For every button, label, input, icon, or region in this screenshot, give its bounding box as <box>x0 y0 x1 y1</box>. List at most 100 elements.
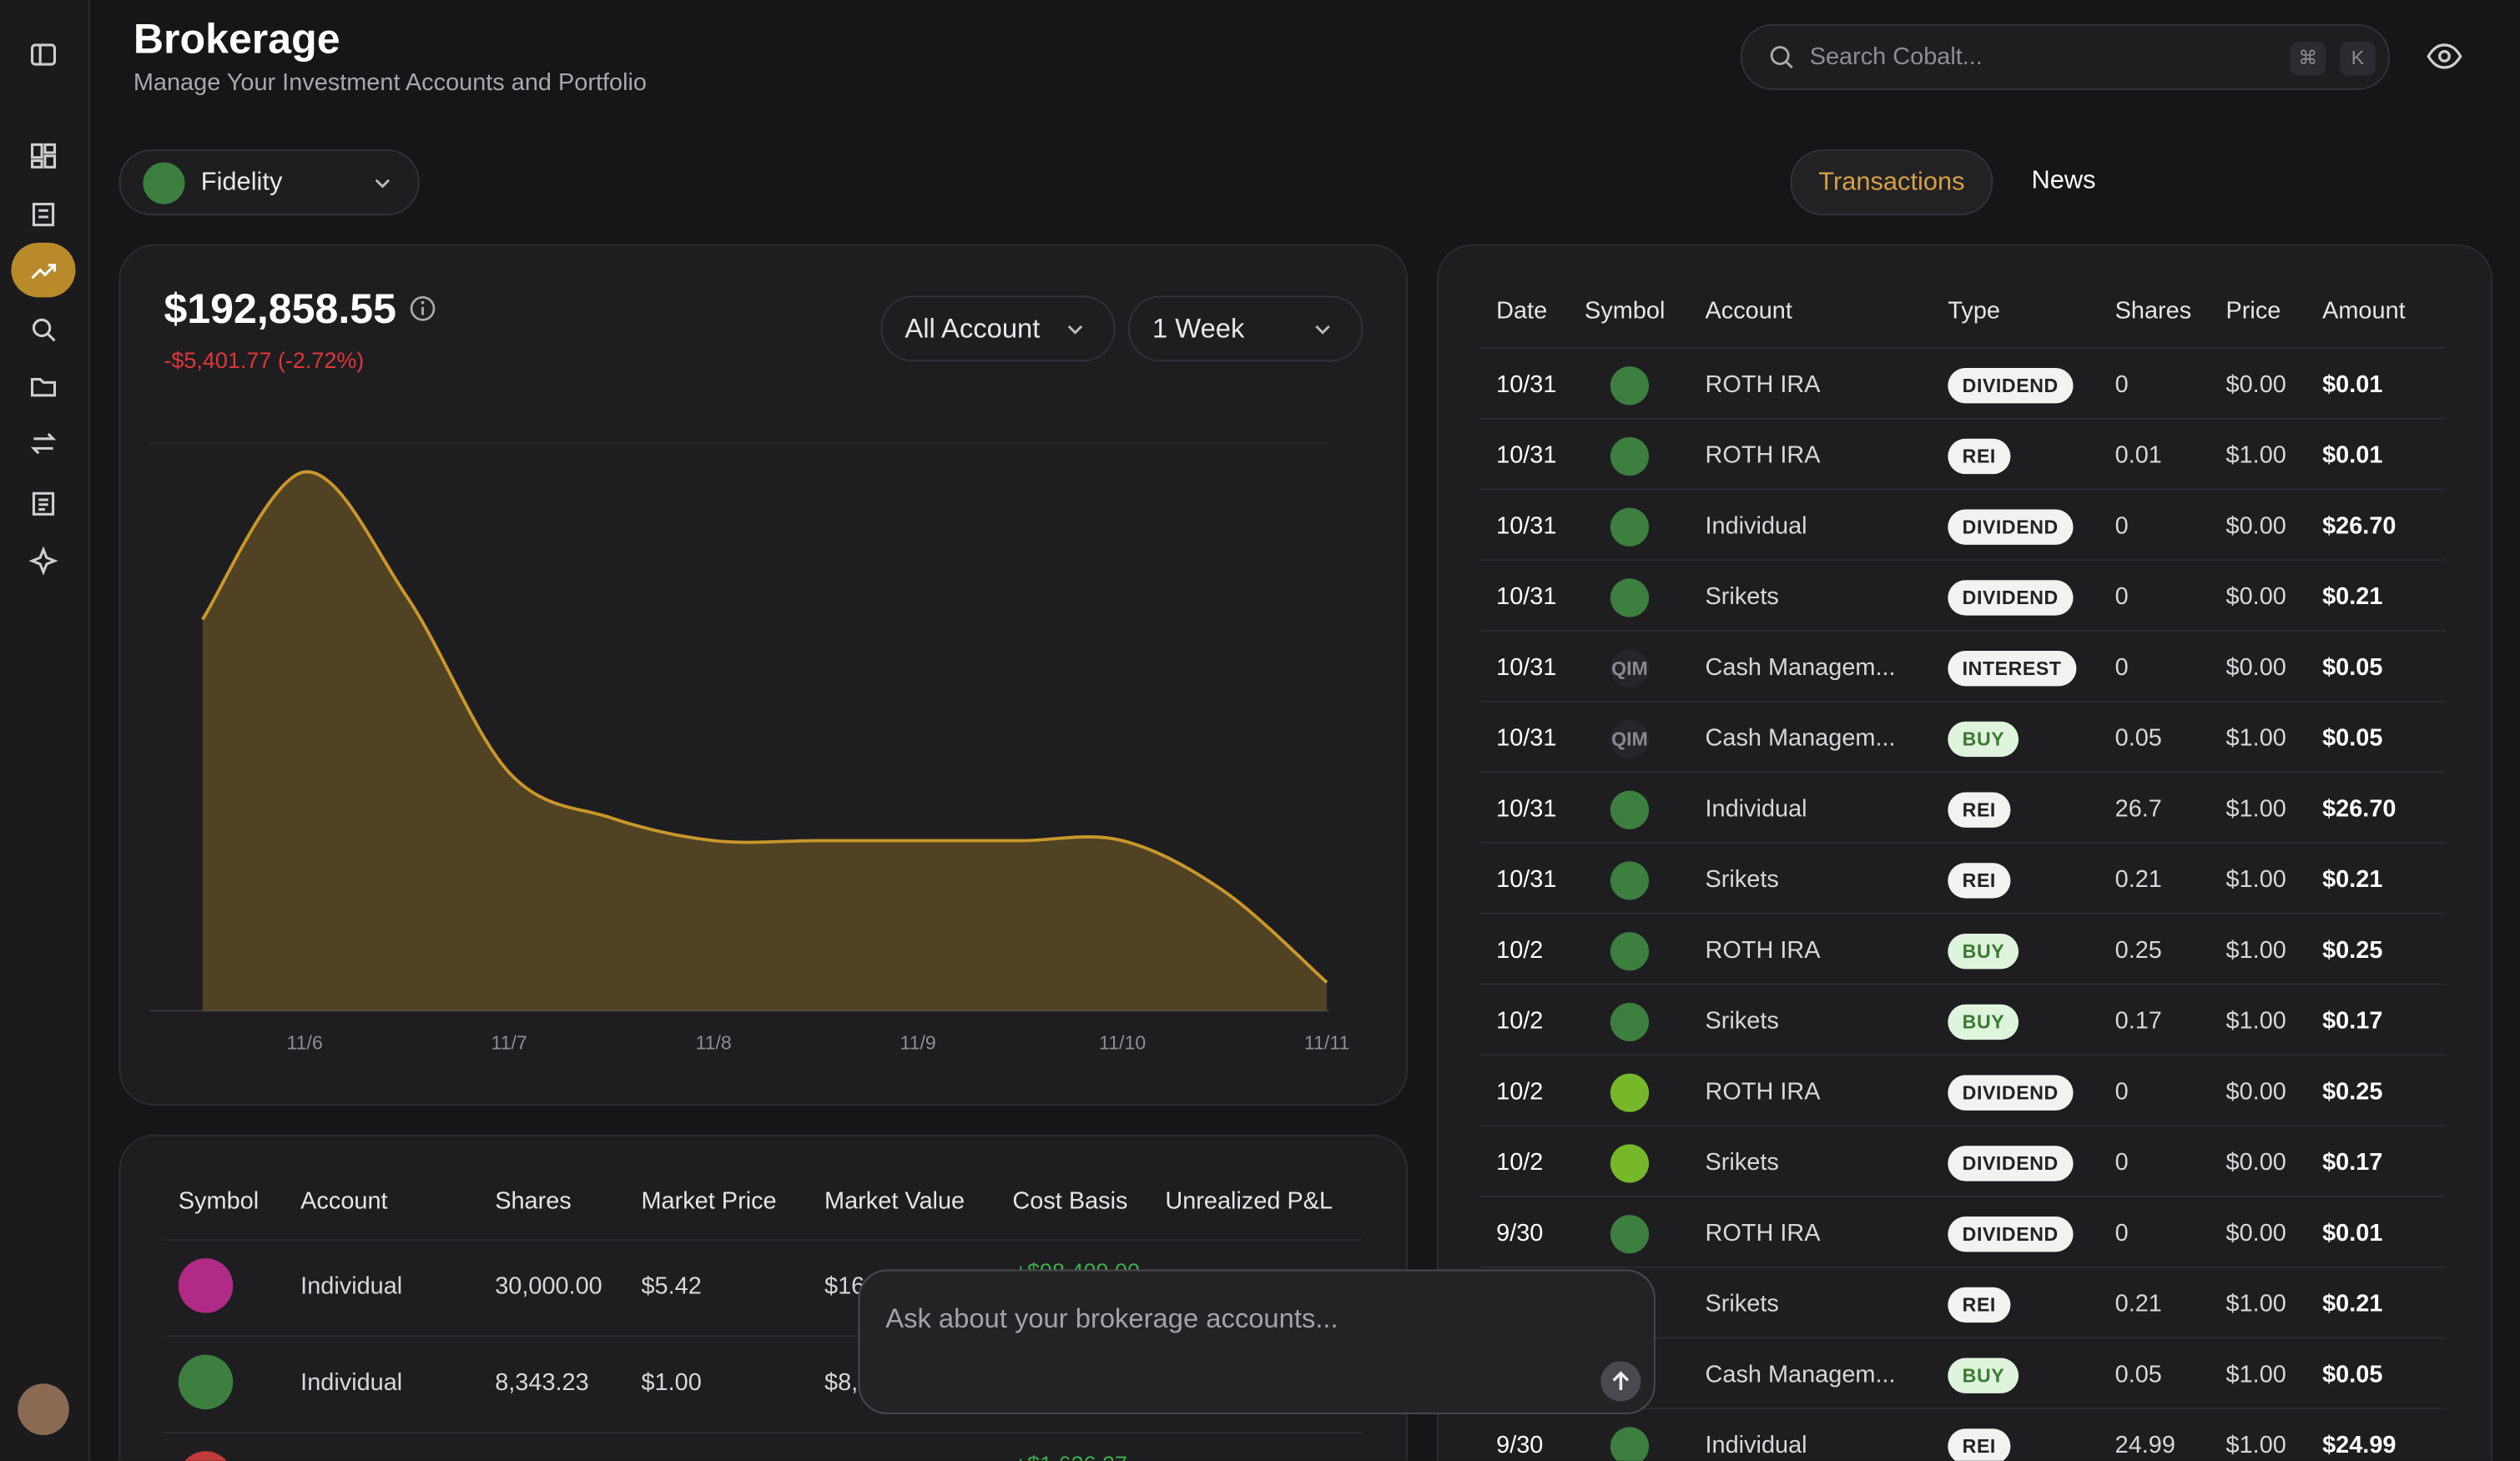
transactions-cell: 10/2 <box>1496 936 1544 965</box>
transactions-header: Type <box>1948 297 2000 325</box>
line <box>201 470 1328 984</box>
transactions-cell: $0.01 <box>2322 441 2383 470</box>
transactions-cell: $0.05 <box>2322 653 2383 682</box>
symbol-icon <box>1610 366 1650 406</box>
transactions-cell: $1.00 <box>2225 1361 2286 1389</box>
x-tick-label: 11/10 <box>1099 1032 1146 1054</box>
transactions-cell: $0.21 <box>2322 583 2383 611</box>
portfolio-panel: $192,858.55 -$5,401.77 (-2.72%) All Acco… <box>118 244 1409 1106</box>
transactions-cell: $26.70 <box>2322 795 2397 824</box>
send-button[interactable] <box>1600 1361 1641 1402</box>
transactions-cell: $1.00 <box>2225 1290 2286 1318</box>
tab-news[interactable]: News <box>2031 167 2096 195</box>
transactions-cell: 0.05 <box>2114 724 2162 753</box>
type-badge: DIVIDEND <box>1948 1216 2074 1252</box>
holdings-cell: +$1,626.27 <box>1014 1451 1127 1461</box>
visibility-toggle[interactable] <box>2425 40 2463 80</box>
chevron <box>375 179 391 189</box>
nav-news[interactable] <box>29 489 58 518</box>
transactions-cell: ROTH IRA <box>1705 1078 1821 1106</box>
type-badge: BUY <box>1948 1358 2019 1393</box>
transactions-cell: 0 <box>2114 512 2129 541</box>
row-divider <box>1479 417 2447 420</box>
transactions-cell: Srikets <box>1705 1007 1779 1035</box>
sidebar <box>0 0 90 1461</box>
holdings-header: Shares <box>495 1187 572 1216</box>
symbol-icon: QIM <box>1610 649 1650 688</box>
type-badge: BUY <box>1948 1004 2019 1040</box>
account-selector[interactable]: Fidelity <box>118 149 420 216</box>
account-filter[interactable]: All Account <box>880 295 1116 362</box>
x-tick-label: 11/9 <box>900 1032 936 1054</box>
transactions-cell: 10/2 <box>1496 1078 1544 1106</box>
nav-brokerage[interactable] <box>29 257 58 286</box>
symbol-icon <box>1610 1073 1650 1112</box>
transactions-cell: 9/30 <box>1496 1432 1544 1459</box>
x-tick-label: 11/8 <box>696 1032 732 1054</box>
row-divider <box>162 1335 1363 1338</box>
row-divider <box>1479 1266 2447 1268</box>
user-avatar[interactable] <box>18 1383 69 1435</box>
balance: $192,858.55 <box>164 284 396 333</box>
type-badge: INTEREST <box>1948 651 2076 687</box>
transactions-cell: Srikets <box>1705 866 1779 894</box>
sidebar-toggle[interactable] <box>29 40 58 69</box>
transactions-cell: 0 <box>2114 653 2129 682</box>
row-divider <box>1479 983 2447 985</box>
holdings-header: Cost Basis <box>1012 1187 1128 1216</box>
transactions-cell: Srikets <box>1705 583 1779 611</box>
transactions-cell: ROTH IRA <box>1705 1219 1821 1247</box>
transactions-cell: Individual <box>1705 1432 1807 1459</box>
nav-brokerage-active[interactable] <box>11 242 76 298</box>
transactions-cell: Srikets <box>1705 1149 1779 1176</box>
transactions-cell: 26.7 <box>2114 795 2162 824</box>
transactions-cell: Cash Managem... <box>1705 653 1896 682</box>
chat-box[interactable]: Ask about your brokerage accounts... <box>858 1269 1656 1414</box>
row-divider <box>1479 1408 2447 1410</box>
nav-transfer[interactable] <box>29 429 58 458</box>
holdings-cell: 8,343.23 <box>495 1368 589 1397</box>
search-box[interactable]: Search Cobalt... ⌘ K <box>1740 23 2390 90</box>
transactions-cell: 0.01 <box>2114 441 2162 470</box>
shortcut-key: ⌘ <box>2290 42 2326 76</box>
transactions-cell: 0 <box>2114 583 2129 611</box>
portfolio-chart: 11/6 11/7 11/8 11/9 11/10 11/11 <box>149 442 1349 1054</box>
row-divider <box>1479 559 2447 562</box>
transactions-cell: $0.17 <box>2322 1149 2383 1176</box>
row-divider <box>1479 1125 2447 1127</box>
transactions-cell: 10/2 <box>1496 1007 1544 1035</box>
nav-bank[interactable] <box>29 199 58 229</box>
tab-transactions[interactable]: Transactions <box>1790 149 1993 216</box>
row-divider <box>1479 1054 2447 1056</box>
transactions-cell: 10/31 <box>1496 795 1557 824</box>
period-filter[interactable]: 1 Week <box>1128 295 1363 362</box>
transactions-cell: $1.00 <box>2225 441 2286 470</box>
row-divider <box>1479 771 2447 773</box>
transactions-cell: 9/30 <box>1496 1219 1544 1247</box>
transactions-cell: ROTH IRA <box>1705 370 1821 399</box>
info-icon[interactable] <box>408 294 437 323</box>
transactions-cell: 0.17 <box>2114 1007 2162 1035</box>
transactions-cell: $1.00 <box>2225 1432 2286 1459</box>
nav-folder[interactable] <box>29 371 58 401</box>
transactions-cell: $0.00 <box>2225 583 2286 611</box>
nav-search[interactable] <box>29 315 58 344</box>
transactions-cell: 10/31 <box>1496 724 1557 753</box>
transactions-cell: $0.00 <box>2225 1219 2286 1247</box>
transactions-cell: Cash Managem... <box>1705 724 1896 753</box>
symbol-icon <box>1610 1002 1650 1042</box>
row-divider <box>1479 842 2447 844</box>
nav-dashboard[interactable] <box>29 141 58 170</box>
type-badge: REI <box>1948 792 2011 828</box>
holdings-header: Account <box>300 1187 388 1216</box>
nav-ai[interactable] <box>28 546 58 576</box>
holdings-header: Symbol <box>178 1187 260 1216</box>
transactions-cell: 10/31 <box>1496 512 1557 541</box>
x-tick-label: 11/6 <box>287 1032 323 1054</box>
type-badge: REI <box>1948 1287 2011 1323</box>
symbol-icon <box>1610 1144 1650 1183</box>
chat-placeholder: Ask about your brokerage accounts... <box>885 1303 1338 1334</box>
row-divider <box>1479 700 2447 703</box>
symbol-icon <box>1610 932 1650 971</box>
